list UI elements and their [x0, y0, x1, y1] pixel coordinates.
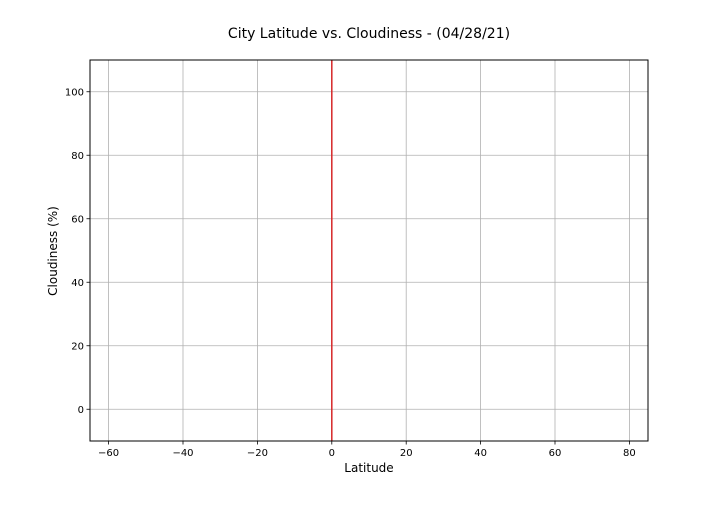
- x-tick-label: −40: [172, 448, 193, 459]
- plot-area-frame: [89, 59, 649, 442]
- y-tick-label: 0: [78, 405, 84, 416]
- y-tick-label: 100: [65, 87, 84, 98]
- y-axis-ticks: 0 20 40 60 80 100: [65, 87, 90, 416]
- x-tick-label: 80: [623, 448, 636, 459]
- chart-title: City Latitude vs. Cloudiness - (04/28/21…: [228, 26, 510, 42]
- grid-lines: [90, 60, 648, 441]
- x-tick-label: −20: [247, 448, 268, 459]
- y-axis-title: Cloudiness (%): [46, 206, 60, 296]
- x-axis-title: Latitude: [344, 461, 393, 475]
- x-tick-label: 60: [549, 448, 562, 459]
- x-tick-label: 0: [329, 448, 335, 459]
- y-tick-label: 60: [71, 214, 84, 225]
- x-tick-label: 20: [400, 448, 413, 459]
- y-tick-label: 80: [71, 151, 84, 162]
- x-tick-label: 40: [474, 448, 487, 459]
- y-tick-label: 40: [71, 278, 84, 289]
- x-tick-label: −60: [98, 448, 119, 459]
- x-axis-ticks: −60 −40 −20 0 20 40 60 80: [98, 441, 636, 459]
- y-tick-label: 20: [71, 341, 84, 352]
